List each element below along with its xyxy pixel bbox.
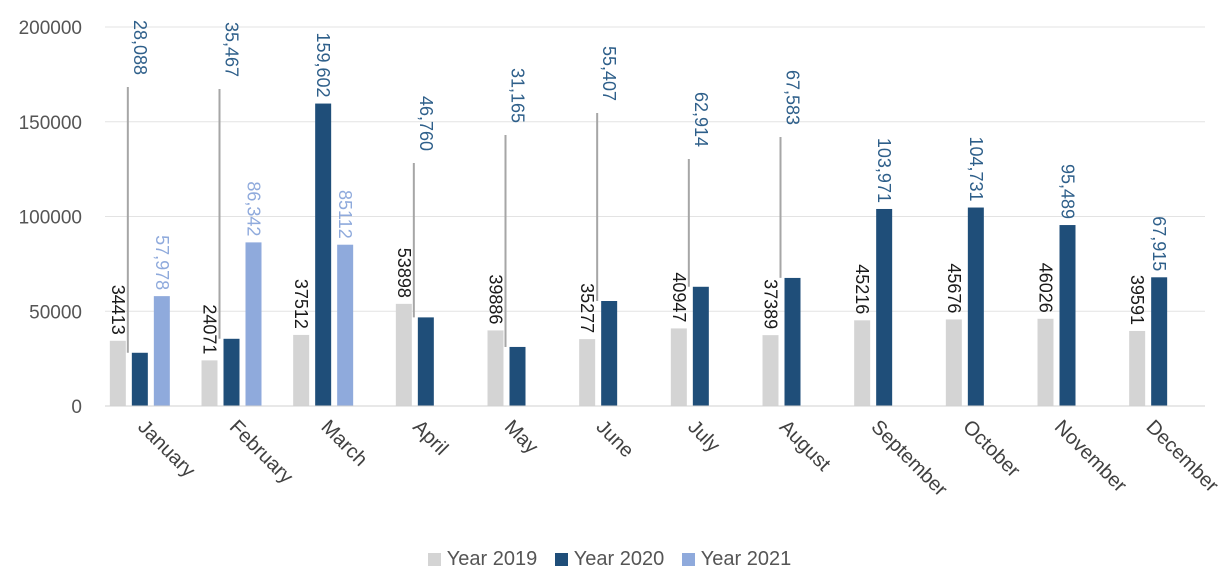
data-label: 24071	[200, 304, 220, 354]
x-tick-label: July	[683, 416, 724, 457]
data-label: 39886	[486, 274, 506, 324]
bar-year-2019-june	[579, 339, 596, 406]
data-label: 45216	[852, 264, 872, 314]
x-tick-label: February	[225, 416, 297, 488]
x-tick-label: December	[1142, 416, 1219, 497]
legend-swatch-2019	[427, 553, 441, 566]
data-label: 37512	[291, 279, 311, 329]
bar-year-2019-september	[854, 320, 871, 406]
x-tick-label: May	[500, 416, 542, 458]
x-tick-label: September	[867, 416, 952, 501]
data-label: 85112	[335, 190, 355, 239]
data-label: 86,342	[244, 181, 264, 236]
x-tick-label: June	[592, 416, 638, 462]
data-label: 39591	[1127, 275, 1147, 325]
bar-year-2020-june	[601, 301, 618, 406]
data-label: 34413	[108, 285, 128, 335]
data-label: 37389	[761, 279, 781, 329]
bar-year-2020-august	[784, 277, 801, 406]
bar-year-2019-january	[109, 340, 126, 406]
data-label: 67,583	[783, 70, 803, 125]
data-label: 103,971	[874, 138, 894, 203]
legend-swatch-2021	[681, 553, 695, 566]
data-label: 159,602	[313, 32, 333, 97]
data-label: 46,760	[416, 96, 436, 151]
bar-year-2019-august	[762, 335, 779, 406]
bar-year-2020-february	[223, 338, 240, 406]
legend-label-2021: Year 2021	[700, 548, 792, 570]
data-label: 31,165	[508, 68, 528, 123]
bar-year-2020-november	[1059, 225, 1076, 406]
bar-year-2019-november	[1037, 318, 1054, 406]
legend-label-2020: Year 2020	[573, 548, 665, 570]
y-tick-label: 200000	[19, 18, 82, 39]
data-label: 40947	[669, 272, 689, 322]
y-tick-label: 0	[71, 397, 82, 418]
bar-year-2019-march	[293, 334, 310, 406]
bar-year-2020-october	[967, 207, 984, 406]
y-tick-label: 100000	[19, 208, 82, 229]
bar-year-2020-may	[509, 346, 526, 406]
x-tick-label: November	[1050, 416, 1131, 497]
data-label: 104,731	[966, 136, 986, 201]
legend-item-2020: Year 2020	[554, 548, 665, 571]
data-label: 55,407	[599, 46, 619, 101]
bar-year-2019-may	[487, 330, 504, 406]
bar-year-2019-april	[395, 303, 412, 406]
data-label: 62,914	[691, 92, 711, 147]
chart-legend: Year 2019 Year 2020 Year 2021	[0, 548, 1219, 571]
x-tick-label: January	[133, 416, 199, 482]
data-label: 67,915	[1149, 216, 1169, 271]
legend-item-2019: Year 2019	[427, 548, 538, 571]
bar-year-2020-april	[417, 317, 434, 406]
bar-year-2020-march	[315, 103, 332, 407]
bar-year-2020-july	[692, 286, 709, 406]
data-label: 57,978	[152, 235, 172, 290]
data-label: 46026	[1036, 263, 1056, 313]
data-label: 35,467	[222, 22, 242, 77]
bar-year-2020-september	[876, 208, 893, 406]
x-tick-label: August	[775, 416, 835, 476]
bar-year-2021-january	[153, 296, 170, 406]
legend-label-2019: Year 2019	[446, 548, 538, 570]
bar-year-2020-december	[1151, 277, 1168, 406]
data-label: 53898	[394, 248, 414, 298]
y-tick-label: 150000	[19, 113, 82, 134]
legend-item-2021: Year 2021	[681, 548, 792, 571]
bar-year-2019-july	[670, 328, 687, 406]
bar-year-2020-january	[131, 352, 148, 406]
data-label: 28,088	[130, 20, 150, 75]
bar-year-2021-february	[245, 242, 262, 406]
bar-year-2021-march	[337, 244, 354, 406]
legend-swatch-2020	[554, 553, 568, 566]
bar-year-2019-december	[1129, 330, 1146, 406]
bar-year-2019-february	[201, 360, 218, 406]
x-tick-label: October	[958, 416, 1024, 482]
data-label: 95,489	[1058, 164, 1078, 219]
x-tick-label: April	[408, 416, 452, 460]
data-label: 35277	[577, 283, 597, 333]
bar-year-2019-october	[945, 319, 962, 406]
data-label: 45676	[944, 263, 964, 313]
x-tick-label: March	[317, 416, 372, 471]
y-tick-label: 50000	[29, 302, 82, 323]
